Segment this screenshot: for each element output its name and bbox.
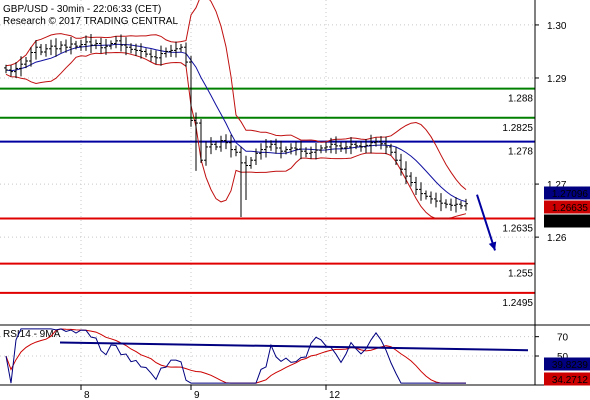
chart-header-line1: GBP/USD - 30min - 22:06:33 (CET) <box>3 4 161 15</box>
price-tick-label: 1.29 <box>547 74 567 85</box>
rsi-value-box-label: 34.2712 <box>552 375 589 386</box>
arrow-head <box>488 241 497 251</box>
time-tick-label: 12 <box>329 390 341 400</box>
candles <box>4 33 468 217</box>
level-label: 1.255 <box>508 269 533 280</box>
price-box <box>544 186 590 200</box>
bollinger-upper-band <box>5 0 467 190</box>
level-label: 1.2825 <box>502 123 533 134</box>
level-label: 1.278 <box>508 147 533 158</box>
level-label: 1.288 <box>508 94 533 105</box>
price-box <box>544 214 590 228</box>
level-label: 1.2635 <box>502 224 533 235</box>
price-box <box>544 200 590 214</box>
price-tick-label: 1.30 <box>547 21 567 32</box>
price-tick-label: 1.26 <box>547 233 567 244</box>
time-tick-label: 8 <box>84 390 90 400</box>
rsi-value-box <box>544 357 590 371</box>
moving-average-line <box>5 43 467 203</box>
price-box-label: 1.27096 <box>552 189 589 200</box>
rsi-trendline <box>59 341 529 352</box>
price-tick-label: 1.27 <box>547 180 567 191</box>
time-tick-label: 9 <box>194 390 200 400</box>
level-label: 1.2495 <box>502 298 533 309</box>
price-boxes: 1.27096 1.26635 1.2659 39.8239 34.2712 <box>544 186 590 386</box>
rsi-value-box <box>544 372 590 386</box>
rsi-value-box-label: 39.8239 <box>552 360 589 371</box>
levels: 1.288 1.2825 1.278 1.2635 1.255 1.2495 <box>0 87 535 309</box>
chart-header-line2: Research © 2017 TRADING CENTRAL <box>3 16 178 27</box>
bollinger-lower-band <box>5 51 467 220</box>
price-box-label: 1.2659 <box>557 217 588 228</box>
rsi-panel: RSI14 - 9MA <box>0 324 590 384</box>
rsi-line <box>5 328 466 384</box>
forecast-arrow <box>476 194 497 251</box>
arrow-shaft <box>476 194 496 251</box>
rsi-title: RSI14 - 9MA <box>3 329 61 340</box>
rsi-tick-label: 70 <box>557 333 569 344</box>
price-box-label: 1.26635 <box>552 203 589 214</box>
overlays <box>5 0 467 220</box>
